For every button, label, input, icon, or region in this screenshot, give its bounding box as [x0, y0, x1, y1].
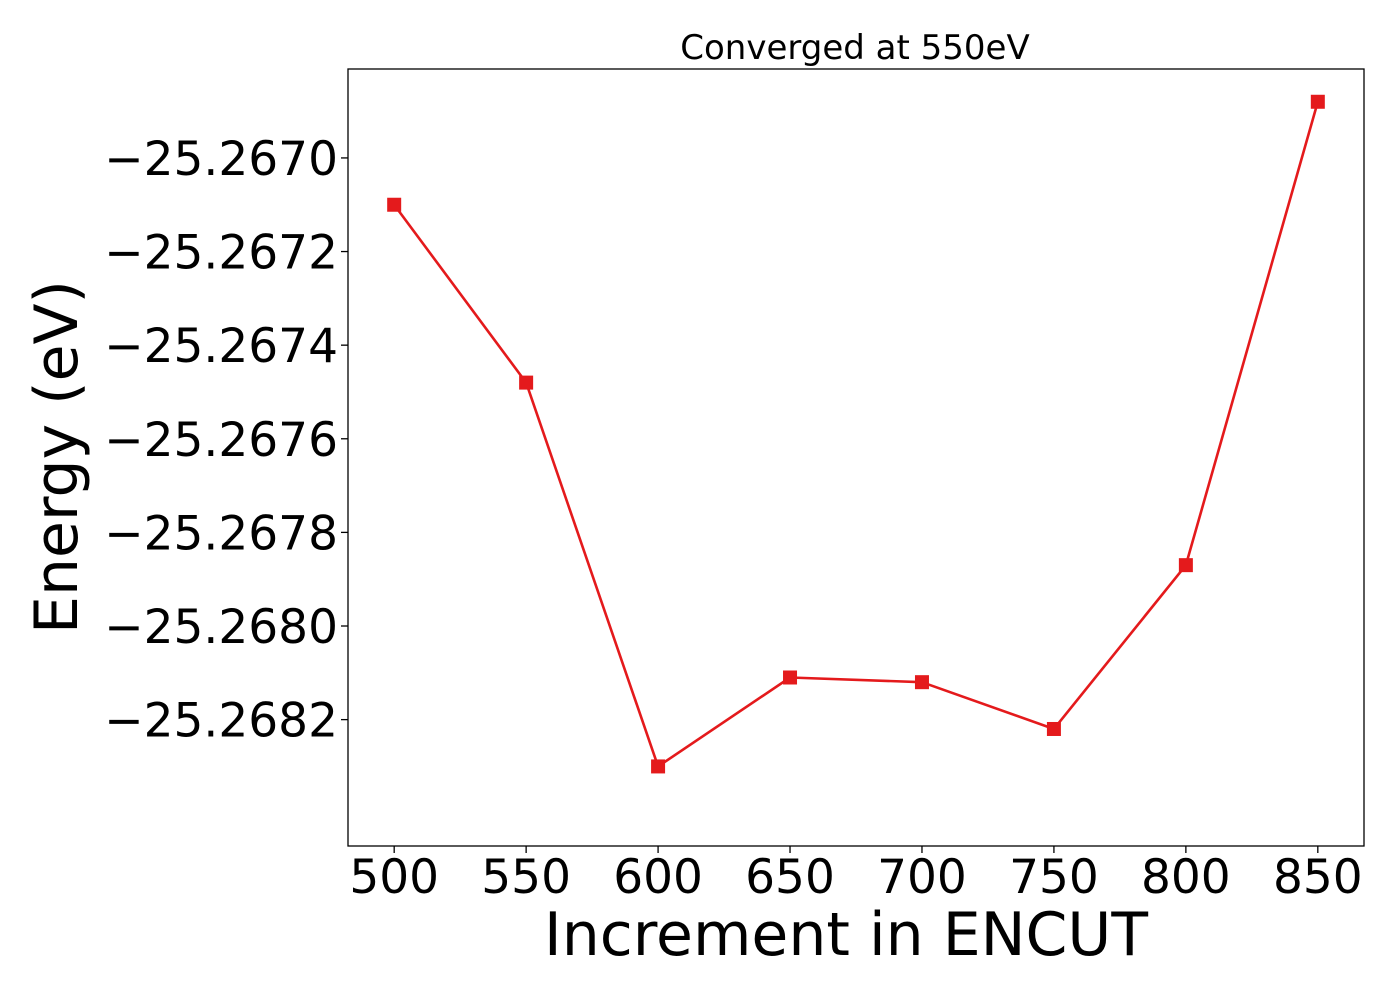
y-tick-label: −25.2682 — [104, 694, 338, 749]
data-point-marker — [914, 675, 929, 690]
x-axis-ticks: 500 550 600 650 700 750 800 850 — [349, 846, 1363, 905]
x-tick-label: 850 — [1273, 850, 1363, 905]
y-tick-label: −25.2672 — [104, 226, 338, 281]
x-tick-label: 750 — [1009, 850, 1099, 905]
x-tick-label: 600 — [613, 850, 703, 905]
x-tick-label: 700 — [877, 850, 967, 905]
y-tick-label: −25.2680 — [104, 600, 338, 655]
x-tick-label: 800 — [1141, 850, 1231, 905]
series-line — [393, 101, 1320, 768]
x-axis-label: Increment in ENCUT — [544, 900, 1148, 970]
data-point-marker — [783, 670, 798, 685]
plot-area-frame — [347, 68, 1365, 847]
x-tick-label: 500 — [349, 850, 439, 905]
y-tick-label: −25.2674 — [104, 319, 338, 374]
data-point-marker — [1046, 721, 1061, 736]
data-point-marker — [651, 759, 666, 774]
y-tick-label: −25.2676 — [104, 413, 338, 468]
data-point-marker — [387, 197, 402, 212]
data-point-marker — [1178, 558, 1193, 573]
y-axis-label: Energy (eV) — [22, 280, 92, 634]
x-tick-label: 550 — [481, 850, 571, 905]
y-axis-ticks: −25.2670 −25.2672 −25.2674 −25.2676 −25.2678… — [104, 132, 348, 749]
series-layer — [387, 94, 1325, 774]
data-point-marker — [1310, 94, 1325, 109]
data-point-marker — [519, 375, 534, 390]
y-tick-label: −25.2670 — [104, 132, 338, 187]
y-tick-label: −25.2678 — [104, 506, 338, 561]
chart-title: Converged at 550eV — [680, 28, 1029, 68]
x-tick-label: 650 — [745, 850, 835, 905]
